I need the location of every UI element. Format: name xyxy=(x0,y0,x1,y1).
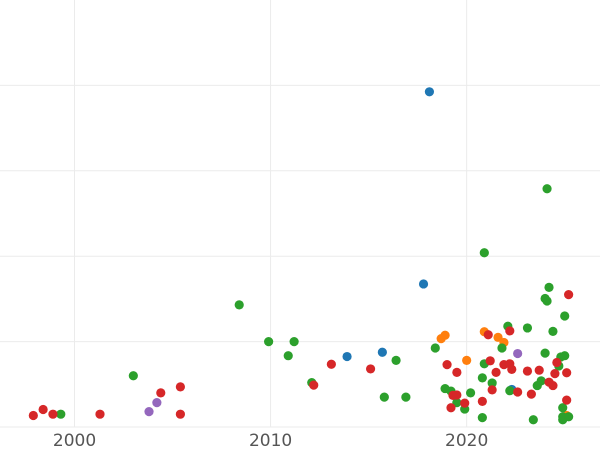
data-point-green-0 xyxy=(56,409,66,419)
data-point-green-27 xyxy=(536,376,546,386)
data-point-green-2 xyxy=(234,300,244,310)
data-point-green-40 xyxy=(560,311,570,321)
data-point-red-27 xyxy=(526,389,536,399)
data-point-red-17 xyxy=(483,330,493,340)
data-point-purple-1 xyxy=(152,398,162,408)
data-point-orange-2 xyxy=(462,355,472,365)
data-point-orange-1 xyxy=(440,330,450,340)
data-point-green-30 xyxy=(542,184,552,194)
data-point-red-28 xyxy=(534,365,544,375)
data-point-red-2 xyxy=(48,409,58,419)
data-point-blue-3 xyxy=(377,347,387,357)
data-point-blue-1 xyxy=(418,279,429,289)
data-point-green-19 xyxy=(479,248,489,258)
data-point-red-15 xyxy=(460,398,470,408)
data-point-blue-0 xyxy=(424,87,435,97)
data-point-red-8 xyxy=(326,359,336,369)
data-point-green-32 xyxy=(544,282,554,292)
data-point-blue-2 xyxy=(342,351,352,362)
data-point-green-23 xyxy=(505,386,515,396)
data-point-red-13 xyxy=(452,390,462,400)
x-tick-label-0: 2000 xyxy=(53,431,96,450)
data-point-red-23 xyxy=(505,326,515,336)
data-point-green-33 xyxy=(548,326,558,336)
data-point-red-20 xyxy=(491,367,501,377)
data-point-red-6 xyxy=(175,409,185,419)
data-point-red-7 xyxy=(309,380,319,390)
data-point-green-5 xyxy=(289,337,299,347)
data-point-red-9 xyxy=(365,364,376,374)
data-point-red-34 xyxy=(562,395,572,405)
data-point-green-15 xyxy=(465,388,476,398)
data-point-green-21 xyxy=(497,343,507,353)
points-layer xyxy=(28,87,574,425)
data-point-green-41 xyxy=(564,412,574,422)
x-tick-label-1: 2010 xyxy=(249,431,292,450)
data-point-green-7 xyxy=(379,392,389,402)
data-point-green-17 xyxy=(477,373,487,383)
data-point-green-37 xyxy=(558,403,568,413)
data-point-red-26 xyxy=(522,366,533,376)
data-point-green-4 xyxy=(283,351,293,361)
data-point-red-32 xyxy=(552,357,562,368)
data-point-red-18 xyxy=(485,356,495,366)
data-point-purple-0 xyxy=(144,407,154,417)
data-point-green-31 xyxy=(542,296,552,306)
data-point-purple-2 xyxy=(513,348,523,359)
data-point-green-20 xyxy=(487,378,497,388)
data-point-green-10 xyxy=(430,343,440,353)
data-point-red-5 xyxy=(175,382,185,392)
data-point-red-14 xyxy=(452,367,462,377)
data-point-red-11 xyxy=(446,403,456,413)
data-point-red-4 xyxy=(156,388,166,398)
x-tick-label-2: 2020 xyxy=(445,431,488,450)
data-point-green-1 xyxy=(128,371,138,381)
data-point-green-24 xyxy=(522,323,533,333)
data-point-green-39 xyxy=(560,351,570,361)
data-point-red-1 xyxy=(38,404,48,415)
data-point-red-35 xyxy=(564,290,574,300)
data-point-green-16 xyxy=(477,413,487,423)
data-point-red-31 xyxy=(550,369,560,379)
data-point-green-28 xyxy=(540,348,550,358)
x-tick-labels: 2000 2010 2020 xyxy=(53,431,488,450)
data-point-red-19 xyxy=(487,385,497,395)
data-point-red-25 xyxy=(513,387,523,397)
data-point-green-9 xyxy=(401,392,411,402)
data-point-red-3 xyxy=(95,409,105,419)
data-point-red-30 xyxy=(548,380,558,391)
data-point-red-33 xyxy=(562,368,572,378)
grid-layer xyxy=(0,0,600,428)
data-point-green-8 xyxy=(391,355,401,365)
data-point-green-3 xyxy=(264,337,274,347)
data-point-red-24 xyxy=(507,364,517,374)
data-point-red-16 xyxy=(477,396,487,406)
data-point-red-10 xyxy=(442,360,452,370)
data-point-red-0 xyxy=(28,410,38,421)
data-point-green-25 xyxy=(528,415,538,425)
